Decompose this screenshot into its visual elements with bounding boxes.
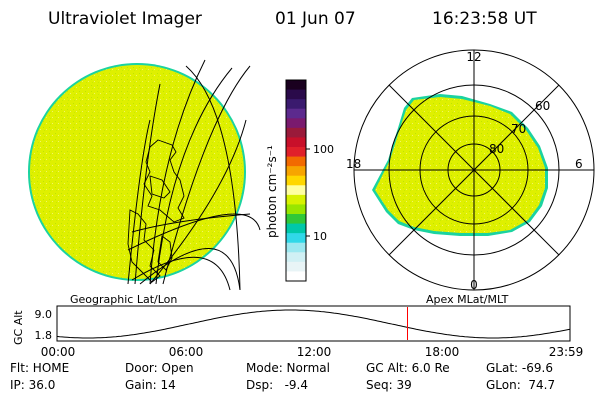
- geo-panel-label: Geographic Lat/Lon: [70, 293, 177, 306]
- status-dsp: Dsp: -9.4: [246, 378, 309, 392]
- colorbar-segment: [286, 233, 306, 244]
- colorbar-segment: [286, 242, 306, 253]
- colorbar-segment: [286, 137, 306, 148]
- colorbar-segment: [286, 89, 306, 100]
- colorbar-segment: [286, 147, 306, 158]
- colorbar-segment: [286, 271, 306, 282]
- date-label: 01 Jun 07: [275, 9, 356, 29]
- altitude-ylabel: GC Alt: [12, 310, 25, 345]
- x-tick-0600: 06:00: [169, 345, 204, 359]
- mlt-label-6: 6: [575, 157, 583, 171]
- status-gc-alt: GC Alt: 6.0 Re: [366, 361, 450, 375]
- mlt-label-0: 0: [470, 278, 478, 292]
- colorbar-label-10: 10: [313, 230, 327, 243]
- status-glon: GLon: 74.7: [486, 378, 556, 392]
- mlt-label-18: 18: [346, 157, 361, 171]
- x-tick-0000: 00:00: [41, 345, 76, 359]
- status-gain: Gain: 14: [125, 378, 176, 392]
- colorbar-segment: [286, 127, 306, 139]
- status-mode: Mode: Normal: [246, 361, 330, 375]
- mlt-label-12: 12: [466, 50, 481, 64]
- geo-disk: [30, 65, 244, 279]
- status-glat: GLat: -69.6: [486, 361, 553, 375]
- colorbar-segment: [286, 194, 306, 206]
- instrument-title: Ultraviolet Imager: [48, 9, 202, 29]
- status-seq: Seq: 39: [366, 378, 412, 392]
- x-tick-1800: 18:00: [425, 345, 460, 359]
- x-tick-2359: 23:59: [549, 345, 584, 359]
- apex-panel-label: Apex MLat/MLT: [426, 293, 509, 306]
- status-door: Door: Open: [125, 361, 194, 375]
- colorbar-segment: [286, 214, 306, 225]
- geographic-map: [28, 59, 261, 291]
- colorbar-segment: [286, 252, 306, 263]
- colorbar-segment: [286, 108, 306, 119]
- colorbar-segment: [286, 166, 306, 177]
- time-label: 16:23:58 UT: [432, 9, 537, 29]
- status-ip: IP: 36.0: [10, 378, 56, 392]
- altitude-plot: 9.0 1.8 GC Alt 00:00 06:00 12:00 18:00 2…: [12, 305, 584, 359]
- colorbar-gradient: [286, 80, 306, 282]
- colorbar-segment: [286, 204, 306, 215]
- y-tick-9: 9.0: [35, 308, 53, 321]
- polar-grid: [353, 49, 595, 291]
- coastline-outlines: [127, 139, 185, 283]
- y-tick-1-8: 1.8: [35, 329, 53, 342]
- altitude-curve: [56, 309, 571, 339]
- geo-grid-lines: [127, 59, 261, 291]
- altitude-plot-frame: [56, 305, 571, 342]
- colorbar-segment: [286, 185, 306, 196]
- colorbar-segment: [286, 118, 306, 129]
- colorbar-segment: [286, 261, 306, 273]
- colorbar-label-100: 100: [313, 143, 334, 156]
- colorbar-segment: [286, 223, 306, 234]
- colorbar-segment: [286, 99, 306, 110]
- colorbar: 100 10 photon cm⁻²s⁻¹: [265, 79, 334, 282]
- polar-map: 12 18 6 0 60 70 80: [346, 49, 595, 292]
- mlat-label-70: 70: [511, 122, 526, 136]
- colorbar-segment: [286, 80, 306, 91]
- status-flt: Flt: HOME: [10, 361, 70, 375]
- mlat-label-60: 60: [535, 99, 550, 113]
- colorbar-frame: [285, 79, 307, 282]
- colorbar-unit-label: photon cm⁻²s⁻¹: [265, 145, 279, 238]
- colorbar-segment: [286, 156, 306, 167]
- x-tick-1200: 12:00: [297, 345, 332, 359]
- mlat-label-80: 80: [489, 142, 504, 156]
- colorbar-segment: [286, 175, 306, 186]
